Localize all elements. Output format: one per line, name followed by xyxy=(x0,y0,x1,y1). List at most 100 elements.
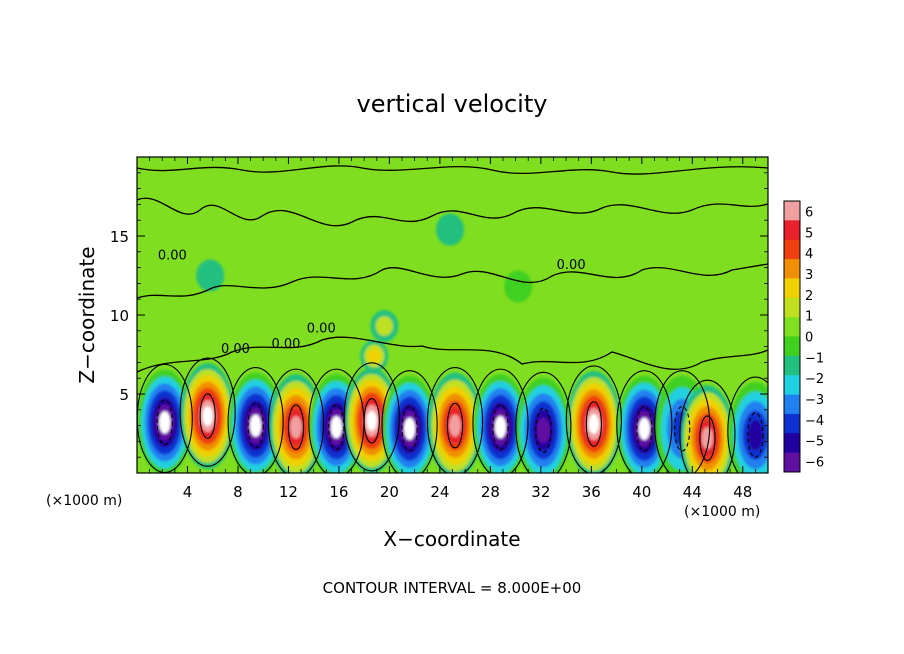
colorbar-swatch xyxy=(784,355,800,376)
zero-contour-lower xyxy=(137,336,768,373)
velocity-cell xyxy=(228,372,283,473)
velocity-cell xyxy=(137,369,192,473)
y-tick-label: 10 xyxy=(110,307,129,325)
cell-ring xyxy=(494,416,507,439)
cell-core-contour xyxy=(156,399,173,446)
colorbar-label: −6 xyxy=(805,456,824,471)
cell-ring xyxy=(536,417,550,444)
colorbar-swatch xyxy=(784,297,800,318)
cell-ring xyxy=(375,316,393,336)
x-tick-label: 44 xyxy=(683,483,702,501)
cell-outer-contour xyxy=(179,357,236,467)
cell-ring xyxy=(368,348,381,364)
x-tick-label: 8 xyxy=(233,483,243,501)
cell-core-contour xyxy=(328,404,345,450)
y-axis-ticks: 5 10 15 xyxy=(110,172,768,458)
zero-contour-top xyxy=(137,165,768,175)
cell-ring xyxy=(588,414,599,434)
velocity-cell xyxy=(473,374,528,473)
cell-ring xyxy=(290,416,302,439)
x-axis-ticks: 4 8 12 16 20 24 28 32 36 40 44 48 xyxy=(149,157,756,501)
x-tick-label: 16 xyxy=(329,483,348,501)
cell-outer-contour xyxy=(381,370,438,473)
cell-outer-contour xyxy=(267,368,325,473)
x-tick-label: 12 xyxy=(279,483,298,501)
colorbar-label: −2 xyxy=(805,372,824,387)
contour-labels: 0.00 0.00 0.00 0.00 0.00 xyxy=(158,249,586,357)
colorbar-label: −3 xyxy=(805,393,824,408)
cell-core-contour xyxy=(535,407,552,454)
cell-core-contour xyxy=(636,405,653,452)
colorbar-swatch xyxy=(784,239,800,260)
colorbar-swatch xyxy=(784,317,800,337)
velocity-cell xyxy=(435,213,464,246)
cell-ring xyxy=(435,213,464,246)
x-tick-label: 40 xyxy=(632,483,651,501)
cell-core-contour xyxy=(287,404,305,450)
colorbar-swatch xyxy=(784,220,800,241)
cell-outer-contour xyxy=(679,379,736,473)
cell-outer-contour xyxy=(227,367,284,473)
contour-label: 0.00 xyxy=(307,321,336,336)
colorbar-swatch xyxy=(784,278,800,299)
contour-label: 0.00 xyxy=(158,249,187,264)
colorbar-swatch xyxy=(784,394,800,415)
x-unit-label-right: (×1000 m) xyxy=(684,504,760,520)
cell-outer-contour xyxy=(343,362,400,472)
cell-outer-contour xyxy=(654,370,711,473)
colorbar-label: −1 xyxy=(805,351,824,366)
contour-label: 0.00 xyxy=(221,342,250,357)
cell-core-contour xyxy=(492,404,509,450)
y-tick-label: 15 xyxy=(110,228,129,246)
velocity-cell xyxy=(516,377,571,473)
cell-core-contour xyxy=(585,401,602,447)
plot-area: 0.000.000.000.000.00 4 8 12 16 20 24 28 32 36 40 4… xyxy=(110,156,769,501)
velocity-cell xyxy=(180,363,235,470)
colorbar-label: 6 xyxy=(805,205,813,220)
contour-interval-footer: CONTOUR INTERVAL = 8.000E+00 xyxy=(323,579,582,597)
colorbar-label: 5 xyxy=(805,226,813,241)
cell-outer-contour xyxy=(426,367,484,473)
x-tick-label: 28 xyxy=(481,483,500,501)
cell-ring xyxy=(701,427,714,450)
cell-core-contour xyxy=(446,402,464,449)
cell-outer-contour xyxy=(616,370,673,473)
x-axis-label: X−coordinate xyxy=(383,527,520,551)
cell-ring xyxy=(638,417,651,440)
colorbar-label: −4 xyxy=(805,414,824,429)
colorbar-swatch xyxy=(784,433,800,454)
x-tick-label: 32 xyxy=(531,483,550,501)
colorbar-swatch xyxy=(784,201,800,221)
cell-core-contour xyxy=(401,405,418,452)
cell-ring xyxy=(449,414,461,437)
contour-label: 0.00 xyxy=(271,337,300,352)
velocity-cell xyxy=(360,340,389,373)
cell-outer-contour xyxy=(727,376,768,473)
cell-ring xyxy=(330,416,343,439)
cell-core-contour xyxy=(247,402,264,449)
colorbar-swatch xyxy=(784,375,800,396)
velocity-field xyxy=(137,213,768,473)
colorbar-swatch xyxy=(784,452,800,473)
colorbar-label: 0 xyxy=(805,331,813,346)
cell-ring xyxy=(249,414,262,437)
x-tick-label: 4 xyxy=(183,483,193,501)
colorbar-label: 2 xyxy=(805,289,813,304)
cell-core-contour xyxy=(699,415,716,462)
velocity-cell xyxy=(196,259,225,292)
colorbar-label: −5 xyxy=(805,435,824,450)
velocity-cell xyxy=(566,371,621,473)
cell-ring xyxy=(504,270,533,303)
contour-lines xyxy=(137,165,768,473)
x-tick-label: 20 xyxy=(380,483,399,501)
colorbar-swatch xyxy=(784,259,800,279)
colorbar-label: 4 xyxy=(805,247,813,262)
y-tick-label: 5 xyxy=(119,386,129,404)
x-unit-label-left: (×1000 m) xyxy=(46,493,122,509)
cell-outer-contour xyxy=(565,365,622,473)
colorbar: 6 5 4 3 2 1 0 −1 −2 −3 −4 −5 −6 xyxy=(783,200,824,473)
colorbar-frame xyxy=(783,200,801,473)
y-axis-label: Z−coordinate xyxy=(75,246,99,383)
chart-title: vertical velocity xyxy=(357,90,548,118)
